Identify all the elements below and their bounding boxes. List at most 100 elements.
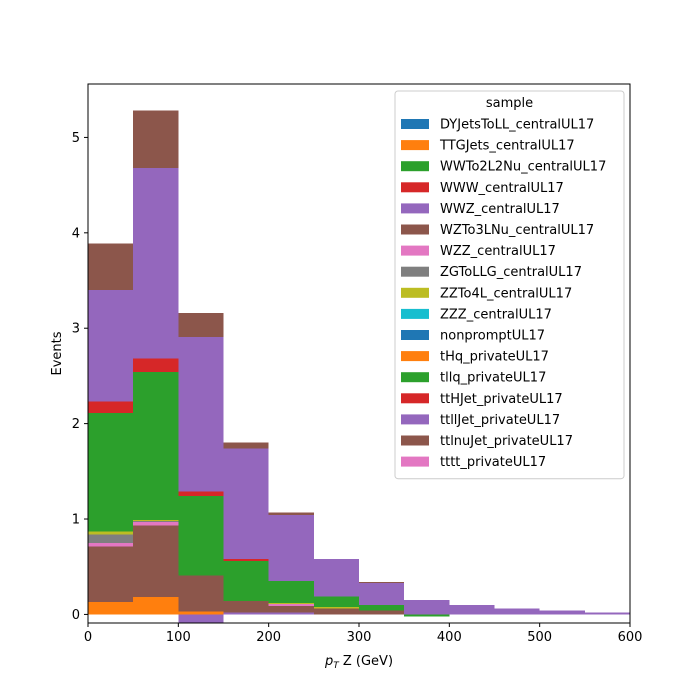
legend-entry: tHq_privateUL17: [401, 350, 549, 365]
y-axis: 0 1 2 3 4 5: [72, 131, 88, 623]
bar-segment-WZZ_centralUL17-bin-0: [88, 542, 134, 547]
bar-segment-WZTo3LNu_centralUL17-bin-6: [359, 610, 405, 615]
x-axis-label: pT Z (GeV): [324, 654, 393, 671]
legend-label: DYJetsToLL_centralUL17: [440, 118, 594, 133]
legend-title: sample: [486, 96, 533, 111]
legend-swatch: [401, 456, 429, 467]
legend-swatch: [401, 287, 429, 298]
legend-entry: tllq_privateUL17: [401, 371, 546, 386]
bar-segment-ttllJet_privateUL17-bin-0: [88, 290, 134, 402]
legend-label: TTGJets_centralUL17: [439, 139, 575, 154]
legend-swatch: [401, 330, 429, 340]
bar-segment-ttllJet_privateUL17-bin-8: [449, 604, 495, 615]
legend-entry: DYJetsToLL_centralUL17: [401, 118, 594, 133]
legend-entry: WWZ_centralUL17: [401, 202, 560, 217]
bar-segment-TTGJets_centralUL17-bin-2: [178, 611, 224, 615]
bar-segment-WZZ_centralUL17-bin-1: [133, 521, 179, 526]
legend-entry: ZZZ_centralUL17: [401, 307, 552, 322]
legend-label: ZZTo4L_centralUL17: [440, 286, 572, 301]
bar-segment-tllq_privateUL17-bin-2: [178, 496, 224, 576]
legend-entry: ttllJet_privateUL17: [401, 413, 560, 428]
legend-swatch: [401, 266, 429, 277]
bar-segment-tllq_privateUL17-bin-4: [268, 581, 314, 603]
legend-entry: WZZ_centralUL17: [401, 244, 556, 259]
bar-segment-WZTo3LNu_centralUL17-bin-3: [223, 601, 269, 613]
bar-segment-ZGToLLG_centralUL17-bin-1: [133, 520, 179, 522]
bar-segment-ttHJet_privateUL17-bin-3: [223, 559, 269, 561]
legend-entry: ttlnuJet_privateUL17: [401, 434, 573, 449]
x-tick-label: 100: [166, 630, 191, 645]
legend-swatch: [401, 435, 429, 446]
legend-label: ZZZ_centralUL17: [440, 307, 552, 322]
legend-swatch: [401, 308, 429, 319]
legend-entry: WWTo2L2Nu_centralUL17: [401, 160, 606, 175]
bar-segment-ttllJet_privateUL17-bin-6: [359, 582, 405, 605]
legend-label: WZZ_centralUL17: [440, 244, 556, 259]
bar-segment-ttllJet_privateUL17-bin-2: [178, 336, 224, 492]
legend-label: WWTo2L2Nu_centralUL17: [440, 160, 606, 175]
bar-segment-WWZ_centralUL17-bin-2: [178, 614, 224, 623]
bar-segment-WWZ_centralUL17-bin-4: [268, 612, 314, 615]
legend-label: ttHJet_privateUL17: [440, 392, 563, 407]
bar-segment-WWZ_centralUL17-bin-3: [223, 612, 269, 615]
legend-swatch: [401, 414, 429, 425]
legend-label: WWZ_centralUL17: [440, 202, 560, 217]
bar-segment-ZZTo4L_centralUL17-bin-0: [88, 531, 134, 535]
x-tick-label: 200: [256, 630, 281, 645]
bar-segment-WZTo3LNu_centralUL17-bin-2: [178, 575, 224, 612]
legend-entries: DYJetsToLL_centralUL17 TTGJets_centralUL1…: [401, 118, 606, 470]
legend-swatch: [401, 224, 429, 235]
legend-entry: TTGJets_centralUL17: [401, 139, 575, 154]
legend-box: [394, 90, 625, 480]
bar-segment-tllq_privateUL17-bin-5: [313, 596, 359, 607]
x-tick-label: 600: [618, 630, 643, 645]
legend-swatch: [401, 182, 429, 193]
y-tick-label: 5: [72, 131, 80, 146]
bar-segment-ttlnuJet_privateUL17-bin-1: [133, 110, 179, 168]
bar-segment-ttlnuJet_privateUL17-bin-4: [268, 512, 314, 516]
x-tick-label: 300: [347, 630, 372, 645]
legend-swatch: [401, 119, 429, 129]
bar-segment-tllq_privateUL17-bin-0: [88, 413, 134, 532]
x-axis-label-main: p: [324, 654, 333, 669]
bar-segment-WZTo3LNu_centralUL17-bin-1: [133, 525, 179, 598]
legend-label: tttt_privateUL17: [440, 455, 546, 470]
bar-segment-ttllJet_privateUL17-bin-1: [133, 167, 179, 359]
legend-entry: ZZTo4L_centralUL17: [401, 286, 572, 301]
bar-segment-WZTo3LNu_centralUL17-bin-5: [313, 608, 359, 615]
legend-entry: WWW_centralUL17: [401, 181, 564, 196]
bar-segment-ttlnuJet_privateUL17-bin-2: [178, 312, 224, 337]
bar-segment-ttHJet_privateUL17-bin-1: [133, 358, 179, 373]
bar-segment-WZTo3LNu_centralUL17-bin-0: [88, 546, 134, 603]
bar-segment-ttllJet_privateUL17-bin-5: [313, 559, 359, 597]
bar-segment-ttllJet_privateUL17-bin-11: [584, 612, 630, 615]
legend-swatch: [401, 161, 429, 172]
bar-segment-tllq_privateUL17-bin-7: [404, 614, 450, 617]
bar-segment-ZZTo4L_centralUL17-bin-4: [268, 602, 314, 604]
legend-entry: ttHJet_privateUL17: [401, 392, 563, 407]
legend: sample DYJetsToLL_centralUL17 TTGJets_cen…: [394, 90, 625, 480]
bar-segment-WZTo3LNu_centralUL17-bin-4: [268, 605, 314, 613]
bar-segment-ttHJet_privateUL17-bin-0: [88, 401, 134, 414]
bar-segment-tllq_privateUL17-bin-6: [359, 604, 405, 611]
legend-entry: ZGToLLG_centralUL17: [401, 265, 582, 280]
bar-segment-TTGJets_centralUL17-bin-0: [88, 602, 134, 615]
legend-swatch: [401, 245, 429, 256]
x-axis-label-rest: Z (GeV): [339, 654, 393, 669]
legend-label: ttllJet_privateUL17: [440, 413, 560, 428]
legend-swatch: [401, 140, 429, 151]
bar-segment-TTGJets_centralUL17-bin-1: [133, 597, 179, 615]
legend-label: WZTo3LNu_centralUL17: [440, 223, 594, 238]
legend-swatch: [401, 372, 429, 383]
bar-segment-ttlnuJet_privateUL17-bin-3: [223, 442, 269, 449]
bar-segment-ttllJet_privateUL17-bin-9: [494, 608, 540, 615]
legend-swatch: [401, 351, 429, 362]
bar-segment-ZZTo4L_centralUL17-bin-1: [133, 519, 179, 521]
legend-entry: nonpromptUL17: [401, 329, 545, 344]
y-tick-label: 2: [72, 417, 80, 432]
bar-segment-ttlnuJet_privateUL17-bin-6: [359, 581, 405, 583]
bar-segment-ttllJet_privateUL17-bin-3: [223, 448, 269, 560]
plot-area: [88, 110, 630, 623]
legend-label: ZGToLLG_centralUL17: [440, 265, 582, 280]
